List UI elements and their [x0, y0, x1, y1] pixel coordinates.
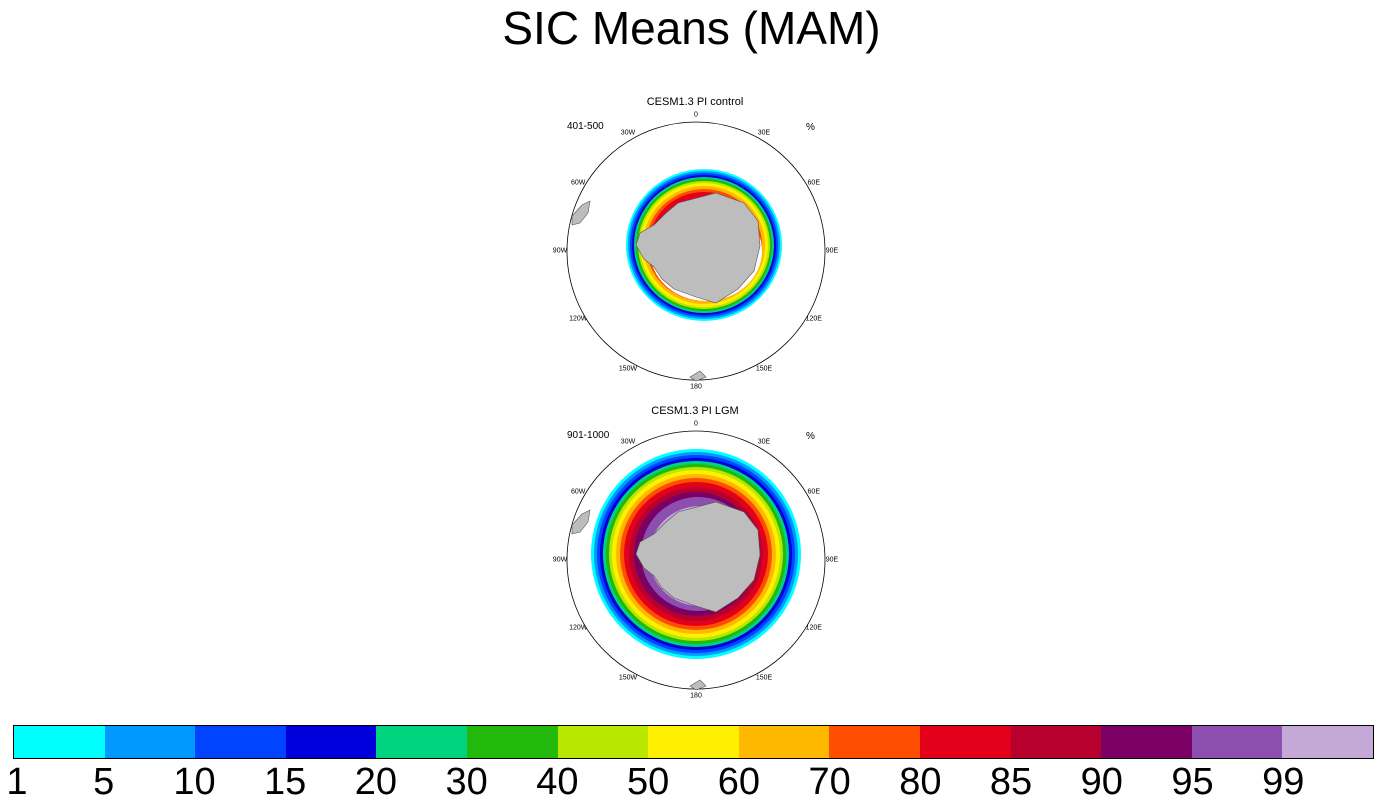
panel-2-longitude-label: 180: [690, 692, 702, 700]
panel-1-longitude-label: 30W: [620, 129, 636, 137]
colorbar-box-12: [1101, 726, 1192, 758]
colorbar-tick-label: 40: [536, 761, 579, 803]
colorbar-tick-label: 70: [808, 761, 851, 803]
colorbar-box-6: [557, 726, 649, 758]
colorbar-box-7: [648, 726, 739, 758]
figure-title: SIC Means (MAM): [502, 2, 881, 54]
colorbar-box-1: [104, 726, 196, 758]
colorbar-box-5: [466, 726, 558, 758]
colorbar-box-14: [1282, 726, 1373, 758]
panel-2-longitude-label: 150E: [755, 674, 773, 682]
colorbar-tick-label: 90: [1080, 761, 1123, 803]
panel-2-polar-map: [566, 430, 826, 691]
panel-1-longitude-label: 120W: [569, 315, 588, 323]
panel-2-longitude-label: 120W: [569, 624, 588, 632]
panel-2-longitude-label: 150W: [618, 674, 638, 682]
colorbar-box-10: [919, 726, 1011, 758]
colorbar-tick-label: 30: [445, 761, 488, 803]
panel-1-longitude-label: 90W: [552, 247, 568, 255]
colorbar-tick-label: 80: [899, 761, 942, 803]
colorbar-box-11: [1010, 726, 1102, 758]
panel-2-title: CESM1.3 PI LGM: [651, 405, 739, 417]
colorbar-tick-label: 15: [264, 761, 307, 803]
panel-2-longitude-label: 60E: [807, 488, 820, 496]
colorbar-box-3: [285, 726, 377, 758]
colorbar-box-13: [1191, 726, 1283, 758]
colorbar-tick-label: 95: [1171, 761, 1214, 803]
colorbar-box-4: [376, 726, 467, 758]
colorbar-tick-label: 1: [6, 761, 28, 803]
colorbar-tick-label: 85: [989, 761, 1033, 803]
colorbar-box-8: [738, 726, 830, 758]
panel-1-longitude-label: 150W: [618, 365, 638, 373]
panel-2-longitude-label: 0: [694, 420, 698, 428]
colorbar-box-2: [195, 726, 286, 758]
colorbar-tick-label: 5: [93, 761, 115, 803]
panel-2-longitude-label: 60W: [571, 488, 586, 496]
panel-1-longitude-label: 120E: [805, 315, 822, 323]
panel-2-longitude-label: 120E: [805, 624, 822, 632]
colorbar-tick-label: 10: [173, 761, 216, 803]
colorbar-tick-label: 60: [717, 761, 760, 803]
colorbar: [13, 725, 1374, 759]
panel-2-antarctica: [635, 501, 761, 613]
panel-1-longitude-label: 150E: [755, 365, 773, 373]
panel-2-period: 901-1000: [567, 430, 610, 441]
panel-1-longitude-label: 60W: [571, 179, 586, 187]
panel-2-longitude-label: 30W: [620, 438, 636, 446]
colorbar-tick-label: 50: [626, 761, 670, 803]
panel-1-longitude-label: 180: [690, 383, 702, 391]
panel-2-longitude-label: 90E: [825, 556, 839, 564]
colorbar-box-0: [14, 726, 105, 758]
panel-1-polar-map: [566, 121, 826, 382]
panel-2-unit: %: [806, 431, 815, 442]
panel-1-longitude-label: 60E: [807, 179, 820, 187]
panel-1-antarctica: [635, 192, 761, 304]
panel-1-unit: %: [806, 122, 815, 133]
colorbar-tick-label: 99: [1262, 761, 1305, 803]
panel-2-longitude-label: 90W: [552, 556, 568, 564]
colorbar-box-9: [829, 726, 920, 758]
colorbar-tick-label: 20: [354, 761, 398, 803]
panel-1-longitude-label: 90E: [825, 247, 839, 255]
panel-1-title: CESM1.3 PI control: [646, 96, 744, 108]
panel-1-period: 401-500: [567, 121, 604, 132]
panel-1-longitude-label: 30E: [757, 129, 771, 137]
panel-2-longitude-label: 30E: [757, 438, 771, 446]
panel-1-longitude-label: 0: [694, 111, 698, 119]
